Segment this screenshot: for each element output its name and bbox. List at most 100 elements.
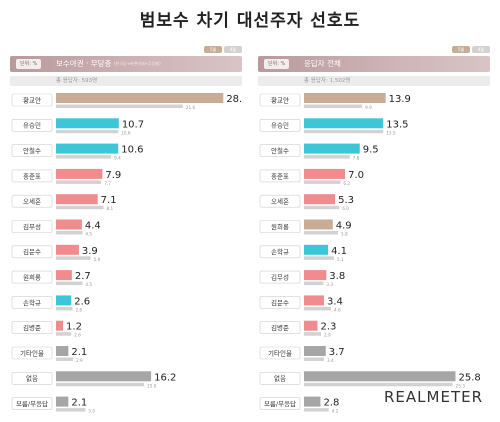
category-label: 원희룡 bbox=[23, 273, 41, 282]
current-value-label: 25.8 bbox=[458, 372, 480, 383]
category-label: 김병준 bbox=[23, 323, 41, 332]
category-label-box bbox=[11, 245, 53, 259]
category-label-box bbox=[259, 169, 301, 183]
category-label: 기타인물 bbox=[268, 348, 292, 357]
current-bar bbox=[304, 194, 336, 205]
previous-value-label: 25.3 bbox=[456, 383, 466, 388]
current-value-label: 2.1 bbox=[71, 398, 87, 409]
current-value-label: 9.5 bbox=[363, 145, 379, 156]
left-panel: 5월 4월 단위: % 보수야권 · 무당층 (한국당+바른미래+무당층) 총 … bbox=[10, 46, 242, 418]
current-value-label: 13.9 bbox=[389, 94, 411, 105]
previous-value-label: 5.8 bbox=[341, 232, 348, 237]
previous-bar bbox=[56, 332, 72, 336]
current-bar bbox=[56, 371, 152, 382]
category-label-box bbox=[259, 296, 301, 309]
category-label-box bbox=[259, 371, 301, 385]
previous-value-label: 4.5 bbox=[85, 232, 92, 237]
category-label: 안철수 bbox=[23, 146, 41, 155]
previous-bar bbox=[56, 155, 112, 159]
current-bar bbox=[56, 346, 69, 356]
previous-bar bbox=[56, 129, 119, 134]
current-value-label: 10.6 bbox=[121, 145, 143, 156]
current-bar bbox=[304, 371, 456, 382]
current-bar bbox=[56, 396, 69, 407]
unit-label: 단위: % bbox=[264, 59, 290, 69]
previous-bar bbox=[304, 332, 322, 336]
category-label-box bbox=[11, 118, 53, 132]
category-label: 김무성 bbox=[271, 273, 289, 282]
legend: 5월 4월 bbox=[452, 46, 490, 54]
category-label: 김문수 bbox=[23, 248, 41, 256]
category-label: 원희룡 bbox=[271, 222, 289, 231]
unit-label: 단위: % bbox=[16, 59, 42, 69]
previous-value-label: 5.0 bbox=[88, 409, 95, 414]
category-label: 유승민 bbox=[271, 121, 289, 130]
previous-bar bbox=[304, 281, 324, 286]
current-bar bbox=[304, 219, 333, 230]
previous-value-label: 13.5 bbox=[386, 130, 396, 135]
previous-value-label: 6.2 bbox=[343, 181, 350, 186]
page-title: 범보수 차기 대선주자 선호도 bbox=[139, 11, 361, 31]
previous-bar bbox=[304, 408, 329, 412]
current-value-label: 3.8 bbox=[329, 271, 345, 282]
category-label: 김문수 bbox=[271, 299, 289, 307]
category-label-box bbox=[11, 220, 53, 233]
previous-value-label: 6.0 bbox=[342, 206, 349, 211]
current-value-label: 7.9 bbox=[105, 170, 121, 181]
previous-value-label: 4.2 bbox=[332, 409, 339, 414]
category-label: 없음 bbox=[274, 375, 286, 383]
previous-value-label: 8.1 bbox=[107, 206, 114, 211]
category-label: 오세훈 bbox=[271, 197, 289, 206]
category-label-box bbox=[259, 93, 301, 107]
current-bar bbox=[304, 396, 321, 407]
panel-title: 보수야권 · 무당층 bbox=[56, 59, 112, 68]
current-bar bbox=[304, 93, 386, 103]
category-label: 없음 bbox=[26, 375, 38, 383]
category-label: 김무성 bbox=[23, 222, 41, 231]
panel-header: 단위: % 응답자 전체 bbox=[258, 56, 490, 72]
right-bar-chart: 황교안 13.9 9.9 유승민 13.513.5 안철수 9.57.8 홍준표 7.06.2 오… bbox=[259, 93, 481, 414]
previous-bar bbox=[304, 104, 363, 108]
previous-value-label: 2.6 bbox=[74, 333, 81, 338]
category-label-box bbox=[11, 346, 53, 360]
panel-header: 단위: % 보수야권 · 무당층 (한국당+바른미래+무당층) bbox=[10, 56, 242, 72]
previous-value-label: 3.3 bbox=[326, 282, 333, 287]
previous-value-label: 2.8 bbox=[75, 307, 82, 312]
current-bar bbox=[56, 295, 72, 306]
category-label: 손학규 bbox=[271, 247, 289, 256]
category-label-box bbox=[259, 144, 301, 157]
previous-value-label: 9.4 bbox=[114, 156, 121, 161]
category-label-box bbox=[11, 296, 53, 309]
category-label-box bbox=[259, 118, 301, 132]
current-bar bbox=[304, 295, 324, 306]
current-value-label: 3.4 bbox=[327, 296, 343, 307]
category-label: 홍준표 bbox=[271, 171, 289, 180]
current-value-label: 1.2 bbox=[66, 322, 82, 333]
current-value-label: 13.5 bbox=[386, 119, 408, 130]
category-label-box bbox=[259, 397, 301, 410]
current-value-label: 4.9 bbox=[336, 221, 352, 232]
previous-bar bbox=[56, 306, 73, 311]
previous-value-label: 5.9 bbox=[94, 257, 101, 262]
category-label-box bbox=[259, 346, 301, 360]
current-value-label: 4.1 bbox=[331, 246, 347, 257]
previous-value-label: 5.1 bbox=[337, 257, 344, 262]
current-value-label: 3.7 bbox=[329, 347, 345, 358]
current-bar bbox=[56, 168, 103, 179]
legend: 5월 4월 bbox=[204, 46, 242, 54]
category-label-box bbox=[11, 169, 53, 183]
category-label: 모름/무응답 bbox=[264, 400, 296, 408]
current-bar bbox=[56, 118, 119, 129]
category-label-box bbox=[259, 245, 301, 259]
previous-bar bbox=[56, 180, 102, 184]
current-value-label: 10.7 bbox=[122, 119, 144, 130]
current-bar bbox=[56, 143, 119, 154]
previous-bar bbox=[304, 155, 350, 159]
previous-value-label: 7.7 bbox=[104, 181, 111, 186]
previous-value-label: 10.6 bbox=[121, 130, 131, 135]
respondent-count: 총 응답자: 593명 bbox=[56, 78, 98, 84]
previous-value-label: 3.4 bbox=[327, 358, 334, 363]
current-value-label: 5.3 bbox=[338, 195, 354, 206]
current-value-label: 2.7 bbox=[75, 271, 91, 282]
category-label-box bbox=[11, 194, 53, 208]
